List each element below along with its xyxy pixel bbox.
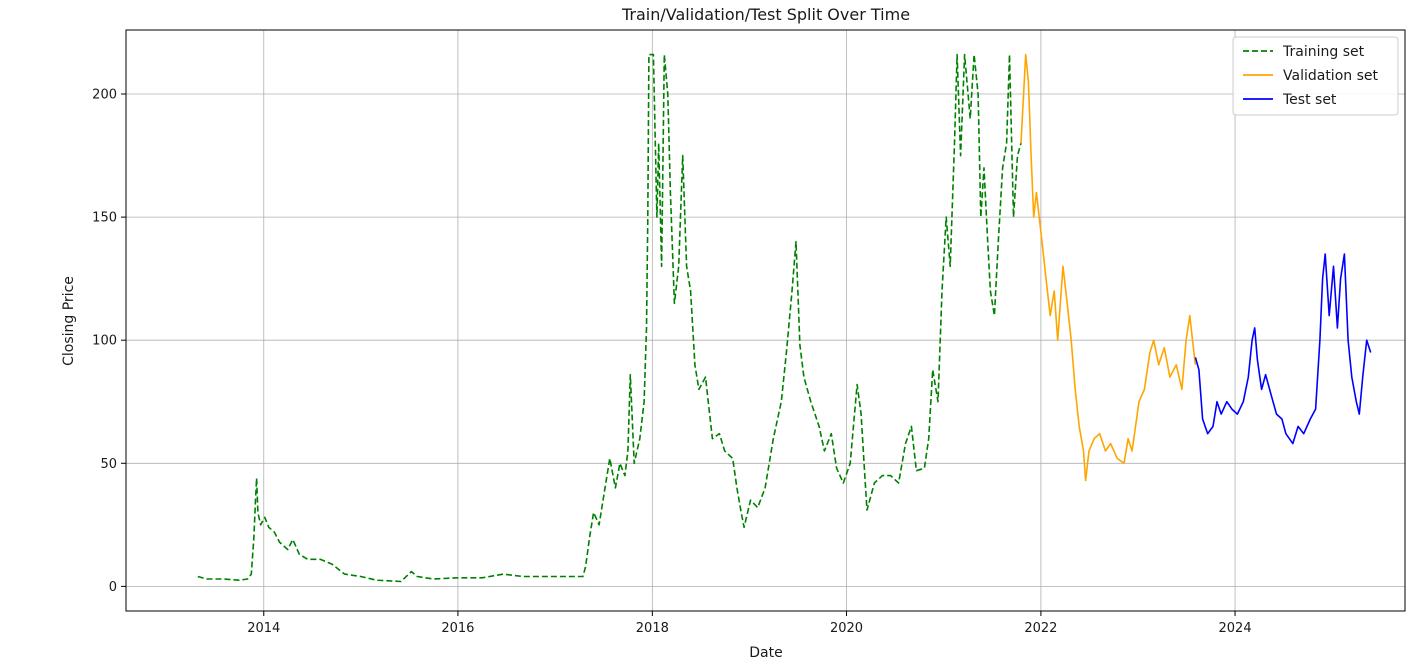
series-line-training-set (197, 53, 1022, 583)
legend-entries: Training set Validation set Test set (1243, 44, 1378, 108)
y-tick-label: 50 (100, 457, 117, 472)
x-tick-label: 2018 (636, 621, 669, 636)
x-tick-label: 2022 (1024, 621, 1057, 636)
legend: Training set Validation set Test set (1232, 36, 1399, 116)
series-line-test-set (1194, 253, 1372, 445)
y-axis-title: Closing Price (61, 276, 77, 366)
x-axis-title: Date (749, 645, 782, 661)
axes-frame (125, 29, 1406, 612)
ticks: 2014 2016 2018 2020 2022 2024 0 50 100 150 200 (92, 88, 1251, 636)
legend-box (1232, 36, 1399, 116)
series-group (197, 53, 1372, 583)
legend-label: Test set (1282, 92, 1337, 108)
chart-title: Train/Validation/Test Split Over Time (621, 5, 910, 24)
x-tick-label: 2024 (1219, 621, 1252, 636)
x-tick-label: 2016 (441, 621, 474, 636)
x-tick-label: 2020 (830, 621, 863, 636)
y-tick-label: 150 (92, 211, 117, 226)
y-tick-label: 200 (92, 88, 117, 103)
legend-label: Training set (1282, 44, 1365, 60)
legend-label: Validation set (1283, 68, 1378, 84)
y-tick-label: 100 (92, 334, 117, 349)
series-line-validation-set (1020, 53, 1197, 482)
y-tick-label: 0 (109, 580, 117, 595)
x-tick-label: 2014 (247, 621, 280, 636)
